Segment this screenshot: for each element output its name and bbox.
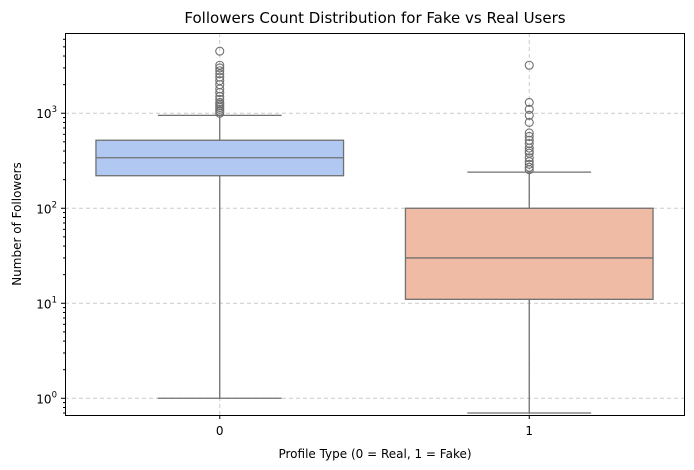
y-tick-label: 100 — [36, 390, 57, 406]
x-tick-label: 0 — [216, 424, 224, 438]
outlier-point — [215, 69, 225, 79]
outlier-point — [524, 153, 534, 163]
y-tick-label: 102 — [36, 200, 57, 216]
iqr-box — [404, 207, 654, 300]
outlier-point — [524, 162, 534, 172]
tick-layer: 100 101 102 103 0 1 — [36, 38, 533, 438]
outlier-point — [215, 63, 225, 73]
box-group-0 — [95, 46, 345, 399]
box-group-1 — [404, 60, 654, 414]
x-tick-label: 1 — [525, 424, 533, 438]
outlier-point — [524, 159, 534, 169]
outlier-point — [215, 108, 225, 118]
outlier-point — [215, 66, 225, 76]
outlier-point — [524, 128, 534, 138]
y-axis-label: Number of Followers — [10, 162, 24, 286]
outlier-point — [524, 110, 534, 120]
y-tick-label: 103 — [36, 105, 57, 121]
outlier-point — [524, 104, 534, 114]
outlier-point — [524, 97, 534, 107]
outlier-point — [524, 60, 534, 70]
outlier-point — [215, 46, 225, 56]
plot-frame — [65, 33, 685, 416]
outlier-point — [215, 60, 225, 70]
outlier-point — [524, 117, 534, 127]
chart-title: Followers Count Distribution for Fake vs… — [184, 9, 565, 27]
box-layer — [95, 46, 654, 414]
outlier-point — [524, 131, 534, 141]
outlier-point — [524, 143, 534, 153]
x-axis-label: Profile Type (0 = Real, 1 = Fake) — [278, 447, 471, 461]
y-tick-label: 101 — [36, 295, 57, 311]
outlier-point — [215, 88, 225, 98]
outlier-point — [524, 165, 534, 175]
